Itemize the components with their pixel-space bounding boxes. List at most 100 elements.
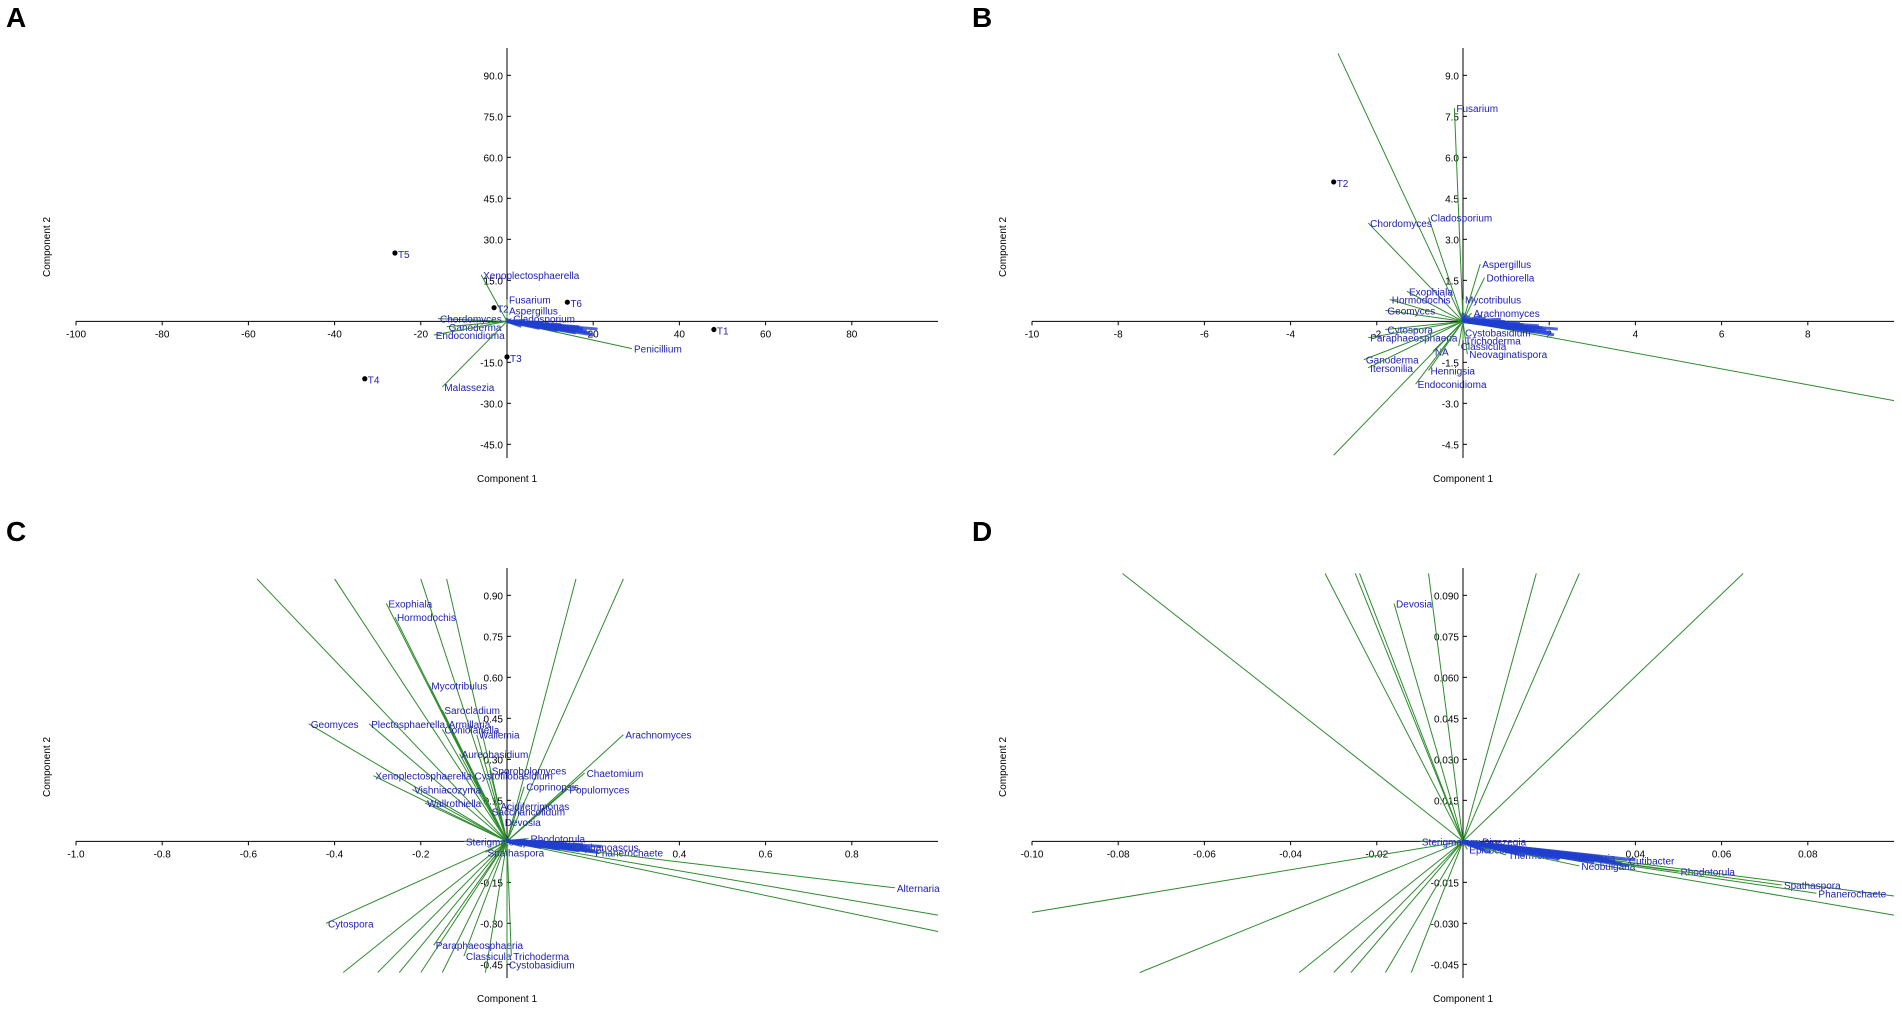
loading-line-b [1337,53,1464,322]
x-tick-label-b: -2 [1372,329,1381,340]
y-tick-label-a: -45.0 [480,440,503,451]
x-tick-label-b: 4 [1633,329,1639,340]
loading-vector-c [433,841,508,946]
y-tick-label-c: 0.15 [484,796,504,807]
loading-label-b: Chordomyces [1370,219,1432,230]
y-tick-label-d: 0.045 [1434,714,1459,725]
loading-label-c: Paraphaeosphaeria [436,941,524,952]
y-tick-label-b: -1.5 [1442,358,1460,369]
loading-label-b: Endoconidioma [1418,380,1487,391]
loading-label-c: Rhodotorula [531,835,586,846]
loading-label-d: Phanerochaete [1818,889,1886,900]
loading-label-c: Cytospora [328,919,374,930]
loading-label-c: Plectosphaerella [371,720,445,731]
loading-line-d [1410,841,1464,973]
y-tick-label-a: 75.0 [484,112,504,123]
loading-label-c: Chaetomium [587,769,644,780]
loading-vector-c [476,734,508,842]
x-tick-label-d: 0.06 [1712,849,1732,860]
y-tick-label-b: -3.0 [1442,399,1460,410]
loading-label-b: NA [1435,347,1449,358]
y-tick-label-b: 3.0 [1445,235,1459,246]
loading-label-c: Acidiferrimonas [500,802,569,813]
y-tick-label-d: 0.030 [1434,755,1459,766]
loading-line-c [377,840,508,973]
y-tick-label-a: -15.0 [480,358,503,369]
loading-label-c: Devosia [505,818,542,829]
loading-label-b: Classicula [1461,342,1507,353]
loading-label-c: Phanerochaete [595,848,663,859]
loading-label-a: Cladosporium [513,315,575,326]
loading-label-b: Exophiala [1409,287,1453,298]
loading-vector-b [1458,321,1464,347]
x-tick-label-a: -80 [155,329,170,340]
x-tick-label-c: -0.6 [240,849,258,860]
loading-line-d [1350,841,1464,973]
x-tick-label-a: 40 [674,329,686,340]
sample-point-a [491,305,497,311]
y-tick-label-c: 0.60 [484,673,504,684]
loading-line-c [506,578,624,842]
loading-line-c [446,578,508,842]
loading-label-c: Geomyces [311,720,359,731]
loading-line-c [506,840,939,916]
y-tick-label-a: -30.0 [480,399,503,410]
loading-label-c: Hormodochis [397,613,456,624]
x-tick-label-c: -0.8 [154,849,172,860]
x-tick-label-a: -40 [327,329,342,340]
sample-label-b: T2 [1337,179,1349,190]
x-tick-label-b: 6 [1719,329,1725,340]
y-tick-label-b: 7.5 [1445,112,1459,123]
loading-line-c [506,840,939,933]
loading-label-b: Cytospora [1387,326,1433,337]
loading-label-a: Aspergillus [509,306,558,317]
loading-label-b: Arachnomyces [1474,309,1540,320]
loading-vector-c [506,841,512,957]
loading-line-c [441,841,508,973]
loading-vector-b [1367,320,1464,369]
loading-label-c: Aphanoascus [578,843,639,854]
y-tick-label-d: 0.075 [1434,632,1459,643]
x-tick-label-c: 0.4 [672,849,686,860]
loading-label-b: Ganoderma [1366,356,1419,367]
loading-label-c: Armillaria [449,720,491,731]
loading-label-c: Aureobasidium [462,750,529,761]
sample-point-a [711,326,717,333]
loading-label-c: Populomyces [569,785,629,796]
y-tick-label-b: 9.0 [1445,71,1459,82]
x-tick-label-a: 60 [760,329,772,340]
loading-label-b: Itersonilia [1370,364,1413,375]
y-axis-title-b: Component 2 [998,217,1009,277]
loading-line-d [1359,573,1464,842]
x-axis-title-b: Component 1 [1433,474,1493,485]
loading-vector-a [480,274,508,322]
y-tick-label-a: 45.0 [484,194,504,205]
loading-vector-b [1462,263,1481,322]
loading-vector-b [1462,277,1485,322]
sample-point-a [564,299,570,305]
y-axis-title-a: Component 2 [42,217,53,277]
x-axis-title-d: Component 1 [1433,994,1493,1005]
x-tick-label-c: 0.6 [759,849,773,860]
loading-vector-a [446,320,508,328]
loading-line-d [1384,841,1464,973]
sample-point-b [1331,179,1337,185]
loading-label-b: Hennigsia [1431,367,1476,378]
loading-vector-c [308,723,508,842]
y-tick-label-a: 30.0 [484,235,504,246]
loading-label-c: Mycotribulus [431,682,487,693]
loading-line-d [1428,573,1464,842]
loading-label-a: Penicillium [634,345,682,356]
loading-label-c: Cystofilobasidium [475,772,553,783]
y-tick-label-c: -0.30 [480,919,503,930]
loading-line-d [1462,573,1580,842]
x-tick-label-d: -0.02 [1365,849,1388,860]
y-tick-label-d: 0.060 [1434,673,1459,684]
loading-label-c: Classicula [466,952,512,963]
x-tick-label-d: -0.06 [1193,849,1216,860]
loading-label-b: Cladosporium [1431,213,1493,224]
loading-label-b: Paraphaeosphaeria [1370,334,1458,345]
x-tick-label-d: -0.08 [1107,849,1130,860]
y-tick-label-b: 6.0 [1445,153,1459,164]
x-axis-title-a: Component 1 [477,474,537,485]
